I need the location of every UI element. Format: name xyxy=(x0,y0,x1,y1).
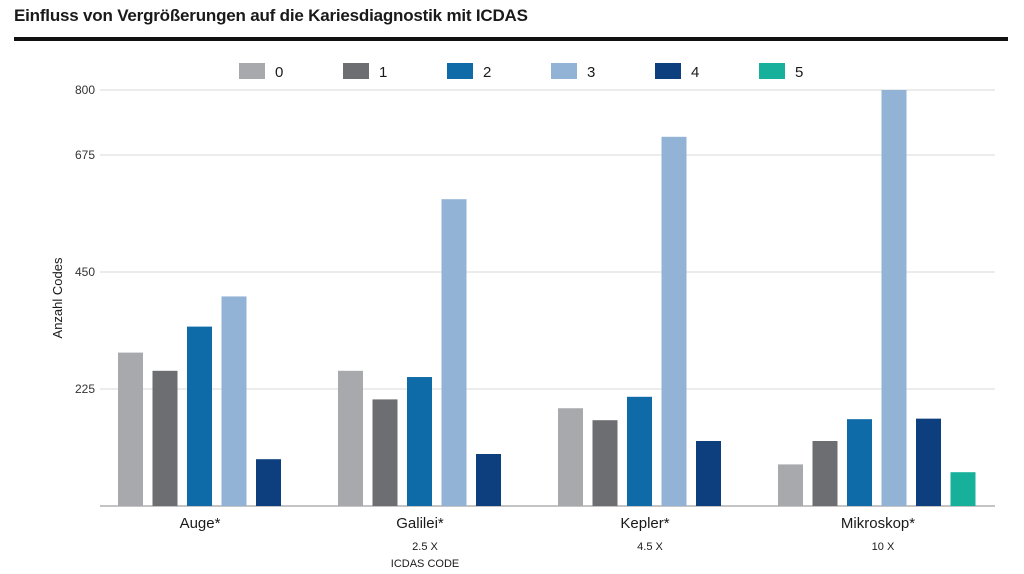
bar xyxy=(152,370,178,506)
legend-label: 0 xyxy=(275,64,283,81)
category-label: Auge* xyxy=(180,515,221,532)
bar xyxy=(778,464,803,506)
bar xyxy=(881,90,907,506)
y-tick-label: 800 xyxy=(75,83,95,97)
bar xyxy=(338,370,363,506)
legend-swatch xyxy=(239,63,265,79)
legend-label: 2 xyxy=(483,64,491,81)
legend-swatch xyxy=(551,63,577,79)
legend-swatch xyxy=(447,63,473,79)
bar xyxy=(661,136,687,507)
bar xyxy=(950,472,976,506)
bar xyxy=(696,441,721,506)
y-tick-label: 225 xyxy=(75,382,95,396)
y-tick-label: 675 xyxy=(75,148,95,162)
category-label: Kepler* xyxy=(620,515,669,532)
bar xyxy=(592,420,618,506)
legend-label: 4 xyxy=(691,64,699,81)
category-sublabel: 10 X xyxy=(872,541,895,553)
bar xyxy=(558,408,583,506)
bar xyxy=(187,326,212,506)
category-sublabel: 2.5 X xyxy=(412,541,438,553)
legend-swatch xyxy=(343,63,369,79)
x-axis-label: ICDAS CODE xyxy=(391,558,459,570)
bar xyxy=(256,459,281,506)
legend-label: 1 xyxy=(379,64,387,81)
bar xyxy=(847,419,872,506)
legend-label: 3 xyxy=(587,64,595,81)
legend-label: 5 xyxy=(795,64,803,81)
bar xyxy=(221,296,247,506)
category-label: Galilei* xyxy=(396,515,444,532)
bar xyxy=(476,454,501,506)
bar xyxy=(441,199,467,506)
legend-swatch xyxy=(759,63,785,79)
bar xyxy=(407,377,432,506)
legend-swatch xyxy=(655,63,681,79)
category-label: Mikroskop* xyxy=(841,515,915,532)
bar xyxy=(118,352,143,506)
bar xyxy=(627,396,652,506)
bar xyxy=(372,399,398,506)
y-tick-label: 450 xyxy=(75,265,95,279)
bar xyxy=(916,418,941,506)
chart-title: Einfluss von Vergrößerungen auf die Kari… xyxy=(14,6,528,25)
bar xyxy=(812,441,838,506)
y-axis-label: Anzahl Codes xyxy=(50,257,65,338)
title-divider xyxy=(14,37,1008,41)
category-sublabel: 4.5 X xyxy=(637,541,663,553)
